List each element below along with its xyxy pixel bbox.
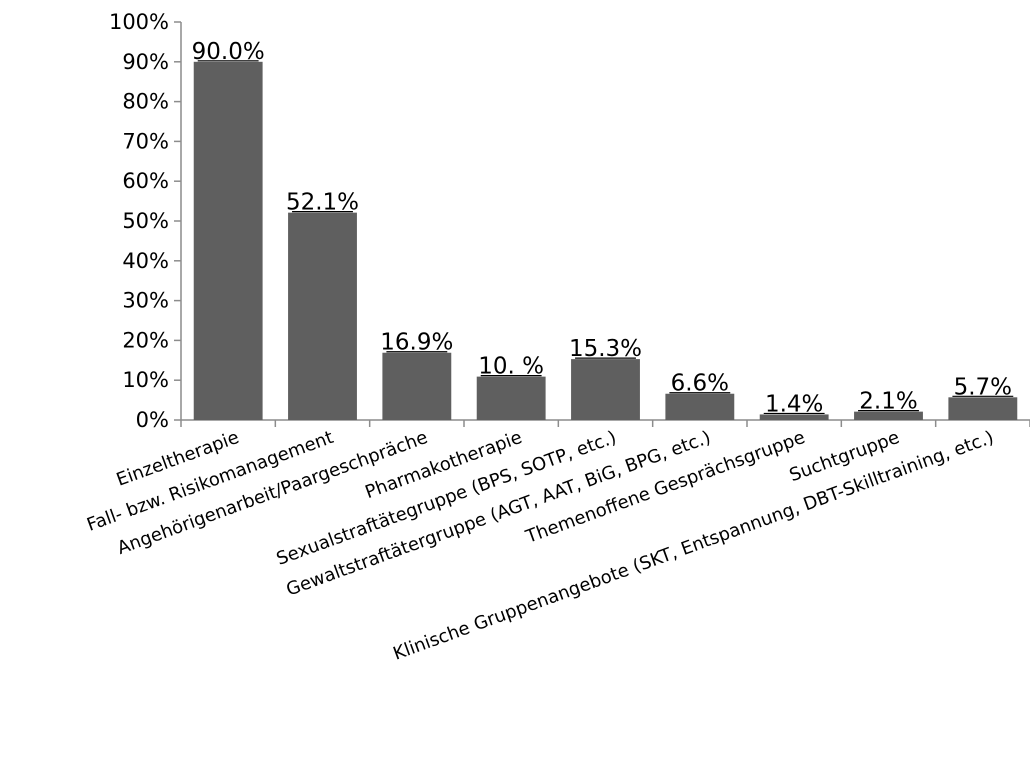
- y-tick-label: 30%: [122, 289, 169, 313]
- y-tick-label: 40%: [122, 249, 169, 273]
- y-tick-label: 100%: [109, 10, 169, 34]
- y-tick-label: 0%: [136, 408, 169, 432]
- bar: [476, 376, 546, 420]
- y-tick-label: 70%: [122, 129, 169, 153]
- x-tick-label: Klinische Gruppenangebote (SKT, Entspann…: [390, 427, 996, 665]
- y-tick-label: 80%: [122, 90, 169, 114]
- y-tick-label: 60%: [122, 169, 169, 193]
- y-tick-label: 10%: [122, 368, 169, 392]
- y-tick-label: 20%: [122, 328, 169, 352]
- data-labels: 90.0%52.1%16.9%10. %15.3%6.6%1.4% 2.1%5.7…: [192, 39, 1014, 417]
- y-axis-ticks: 0% 10% 20% 30% 40% 50% 60% 70% 80% 90% 100%: [109, 10, 181, 432]
- y-tick-label: 50%: [122, 209, 169, 233]
- bars: [193, 61, 1018, 421]
- bar: [665, 393, 735, 420]
- bar: [854, 411, 923, 420]
- bar: [382, 352, 452, 420]
- bar: [571, 359, 640, 420]
- y-tick-label: 90%: [122, 50, 169, 74]
- bar: [948, 397, 1018, 420]
- bar: [759, 414, 829, 420]
- bar: [193, 61, 263, 421]
- bar: [288, 212, 357, 420]
